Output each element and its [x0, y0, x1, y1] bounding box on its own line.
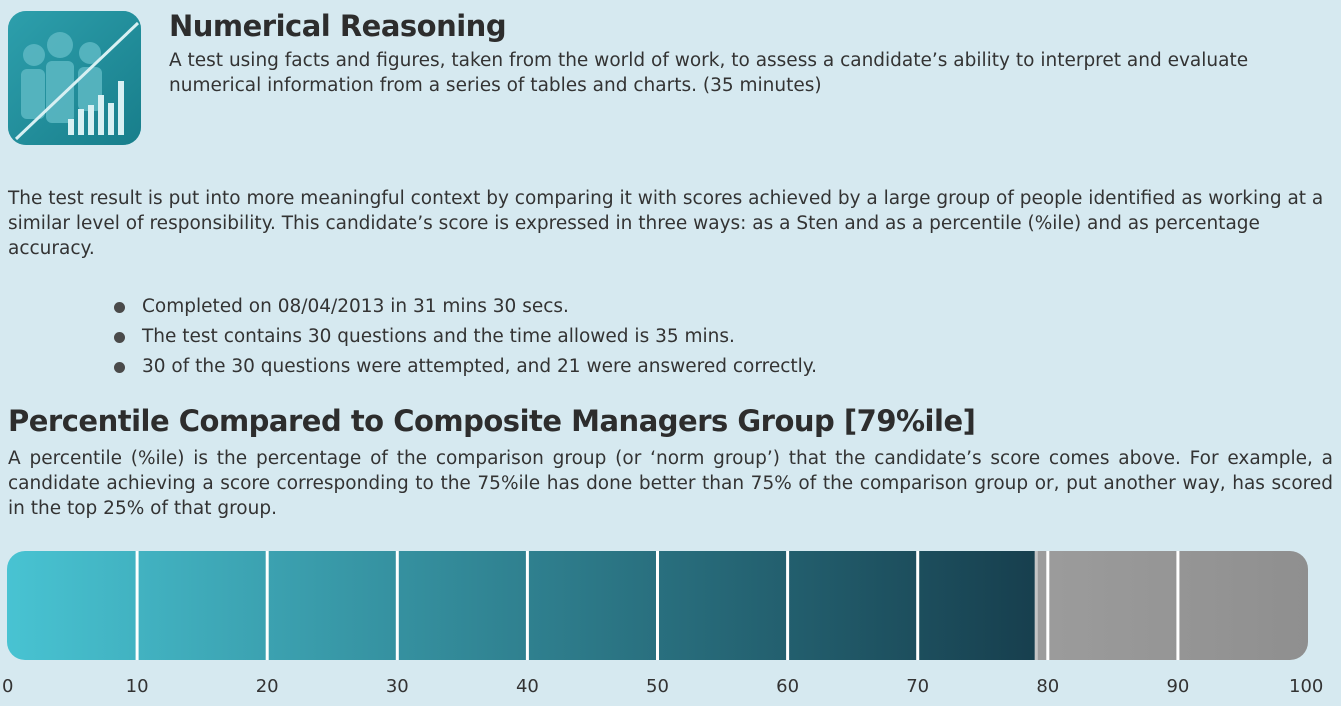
- test-title: Numerical Reasoning: [169, 9, 507, 43]
- percentile-axis: 0 10 20 30 40 50 60 70 80 90 100: [0, 676, 1341, 702]
- percentile-bar: [7, 551, 1308, 660]
- percentile-bar-remaining: [1034, 551, 1308, 660]
- axis-tick-label: 70: [906, 676, 930, 697]
- test-logo: [8, 11, 141, 145]
- percentile-bar-fill: [7, 551, 1035, 660]
- axis-tick-label: 80: [1036, 676, 1060, 697]
- axis-tick-label: 50: [646, 676, 669, 697]
- axis-tick-label: 100: [1289, 676, 1324, 697]
- axis-tick-label: 60: [776, 676, 800, 697]
- percentile-bar-svg: [7, 551, 1308, 660]
- intro-paragraph: The test result is put into more meaning…: [8, 188, 1324, 259]
- test-description: A test using facts and figures, taken fr…: [169, 50, 1249, 96]
- percentile-title: Percentile Compared to Composite Manager…: [8, 404, 976, 438]
- percentile-divider: [1176, 551, 1180, 660]
- fact-answered: 30 of the 30 questions were attempted, a…: [114, 352, 817, 382]
- percentile-divider: [1046, 551, 1050, 660]
- axis-tick-label: 30: [385, 676, 409, 697]
- percentile-divider: [656, 551, 659, 660]
- percentile-divider: [786, 551, 790, 660]
- facts-list: Completed on 08/04/2013 in 31 mins 30 se…: [114, 292, 817, 382]
- percentile-divider: [525, 551, 529, 660]
- axis-tick-label: 20: [255, 676, 279, 697]
- axis-tick-label: 90: [1166, 676, 1190, 697]
- axis-tick-label: 40: [515, 676, 539, 697]
- axis-tick-label: 0: [2, 676, 14, 697]
- percentile-description: A percentile (%ile) is the percentage of…: [8, 448, 1333, 519]
- percentile-divider: [135, 551, 139, 660]
- people-chart-icon: [8, 11, 141, 145]
- percentile-divider: [916, 551, 920, 660]
- percentile-score-marker: [1034, 551, 1038, 660]
- fact-completed: Completed on 08/04/2013 in 31 mins 30 se…: [114, 292, 817, 322]
- fact-questions: The test contains 30 questions and the t…: [114, 322, 817, 352]
- axis-tick-label: 10: [125, 676, 149, 697]
- percentile-divider: [395, 551, 399, 660]
- percentile-divider: [265, 551, 269, 660]
